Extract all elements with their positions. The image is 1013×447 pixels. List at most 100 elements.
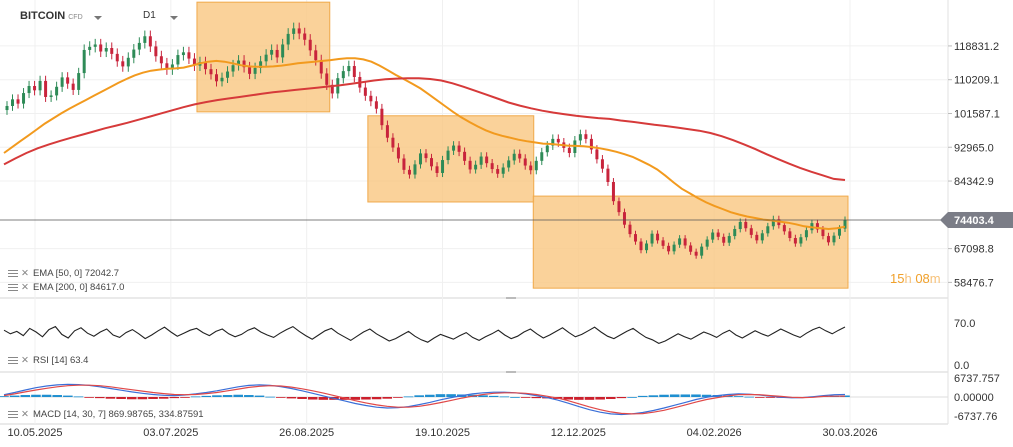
legend-ema200[interactable]: ✕ EMA [200, 0] 84617.0	[8, 282, 124, 293]
candle-body	[16, 99, 20, 104]
indicator-menu-icon[interactable]	[8, 410, 18, 418]
legend-macd[interactable]: ✕ MACD [14, 30, 7] 869.98765, 334.87591	[8, 409, 204, 420]
macd-tick-label: 0.00000	[954, 392, 994, 404]
macd-histogram-bar	[584, 397, 595, 400]
macd-histogram-bar	[84, 397, 94, 398]
macd-histogram-bar	[563, 397, 574, 400]
ema50-label: EMA [50, 0]	[32, 268, 83, 279]
rsi-value: 63.4	[69, 355, 89, 366]
macd-histogram-bar	[606, 397, 616, 399]
macd-histogram-bar	[158, 397, 169, 399]
candle-body	[650, 233, 654, 244]
candle-body	[209, 69, 213, 75]
candle-body	[170, 64, 174, 70]
candle-body	[77, 73, 81, 90]
candle-body	[678, 238, 682, 245]
candle-body	[474, 164, 478, 170]
candle-body	[578, 134, 582, 141]
candle-body	[231, 65, 235, 72]
candle-body	[275, 49, 279, 58]
close-icon[interactable]: ✕	[21, 409, 29, 420]
candle-body	[485, 156, 489, 164]
macd-histogram-bar	[488, 395, 499, 397]
candle-body	[744, 221, 748, 229]
candle-body	[490, 163, 494, 170]
candle-body	[126, 57, 130, 67]
candle-body	[248, 67, 252, 74]
candle-body	[545, 145, 549, 153]
macd-histogram-bar	[403, 396, 414, 398]
last-price-tag	[940, 211, 1013, 228]
candle-body	[281, 44, 285, 58]
candle-body	[363, 87, 367, 96]
y-tick-label: 84342.9	[954, 176, 994, 188]
legend-ema50[interactable]: ✕ EMA [50, 0] 72042.7	[8, 268, 119, 279]
y-tick-label: 92965.0	[954, 142, 994, 154]
macd-histogram-bar	[499, 396, 510, 398]
candle-body	[181, 52, 185, 56]
candle-body	[38, 80, 42, 91]
macd-histogram-bar	[637, 395, 648, 397]
instrument-type: CFD	[68, 14, 83, 21]
candle-body	[215, 74, 218, 82]
close-icon[interactable]: ✕	[21, 355, 29, 366]
candle-body	[203, 62, 207, 70]
candle-body	[832, 235, 836, 243]
candle-body	[99, 44, 103, 52]
candle-body	[303, 33, 307, 40]
x-tick-label: 30.03.2026	[822, 427, 877, 439]
candle-body	[319, 60, 323, 74]
indicator-menu-icon[interactable]	[8, 269, 18, 277]
candle-body	[88, 46, 92, 50]
candle-body	[430, 158, 434, 167]
candle-body	[716, 232, 720, 237]
candle-body	[226, 71, 230, 78]
macd-tick-label: -6737.76	[954, 411, 997, 423]
candle-body	[374, 101, 378, 109]
macd-histogram-bar	[765, 397, 776, 398]
candle-body	[501, 167, 505, 174]
candle-body	[330, 84, 334, 94]
macd-histogram-bar	[648, 395, 659, 397]
candle-body	[369, 95, 373, 102]
macd-histogram-bar	[371, 397, 382, 400]
ema200-label: EMA [200, 0]	[32, 282, 88, 293]
indicator-menu-icon[interactable]	[8, 283, 18, 291]
candle-body	[402, 158, 406, 170]
candle-body	[507, 160, 511, 168]
macd-histogram-bar	[382, 397, 393, 399]
indicator-menu-icon[interactable]	[8, 356, 18, 364]
candle-body	[584, 134, 588, 139]
macd-histogram-bar	[414, 395, 424, 397]
timeframe-chevron-down-icon[interactable]	[170, 16, 178, 20]
candle-countdown: 15h 08m	[890, 271, 941, 286]
macd-histogram-bar	[180, 397, 190, 398]
candle-body	[391, 137, 395, 148]
symbol-selector[interactable]: BITCOIN CFD	[20, 10, 83, 22]
candle-body	[683, 238, 687, 246]
candle-body	[700, 246, 704, 256]
macd-histogram-bar	[297, 397, 307, 399]
macd-histogram-bar	[669, 394, 680, 397]
close-icon[interactable]: ✕	[21, 282, 29, 293]
timeframe-selector[interactable]: D1	[143, 10, 156, 21]
macd-label: MACD [14, 30, 7]	[32, 409, 106, 420]
symbol-chevron-down-icon[interactable]	[94, 16, 102, 20]
candle-body	[435, 166, 439, 173]
candle-body	[49, 95, 53, 97]
timeframe-label: D1	[143, 10, 156, 21]
y-tick-label: 110209.1	[954, 75, 999, 87]
candle-body	[314, 50, 318, 61]
legend-rsi[interactable]: ✕ RSI [14] 63.4	[8, 355, 88, 366]
candle-body	[264, 54, 268, 62]
pane-resize-handle	[506, 297, 516, 299]
macd-histogram-bar	[531, 397, 542, 399]
candle-body	[639, 241, 643, 251]
close-icon[interactable]: ✕	[21, 268, 29, 279]
candle-body	[5, 105, 9, 111]
macd-histogram-bar	[680, 394, 691, 397]
candle-body	[237, 60, 241, 66]
rsi-tick-label: 70.0	[954, 318, 975, 330]
candle-body	[622, 212, 626, 225]
candle-body	[645, 243, 649, 251]
